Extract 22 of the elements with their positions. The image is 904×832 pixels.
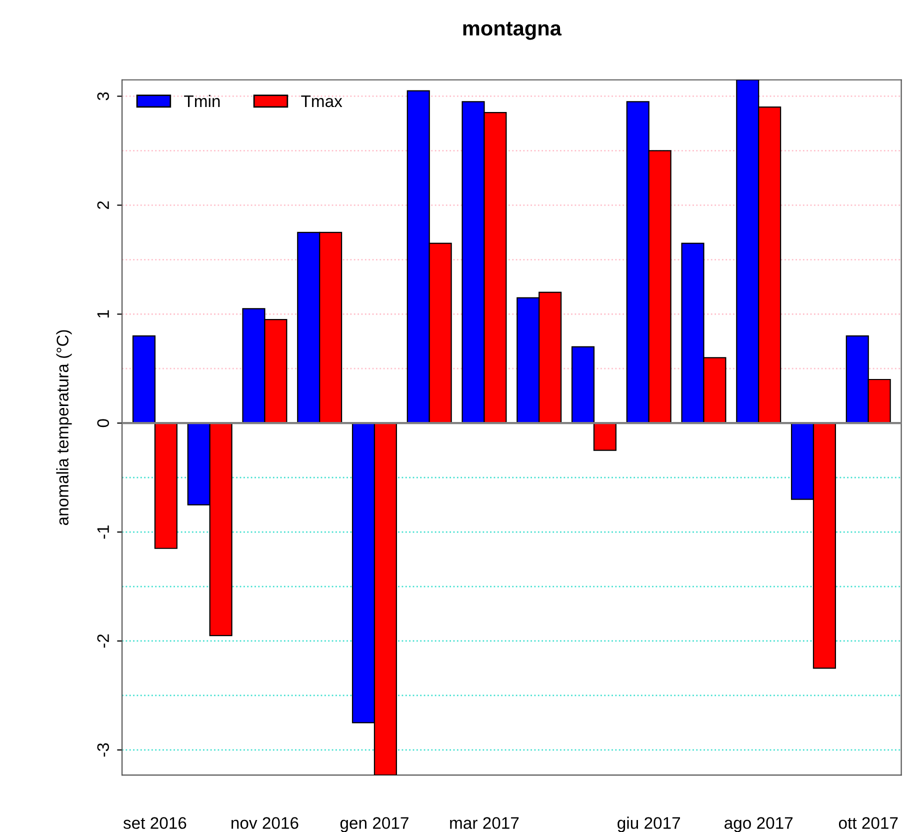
- x-tick-label: set 2016: [123, 817, 186, 829]
- bar: [154, 422, 178, 549]
- y-tick-label: -3: [97, 743, 110, 757]
- x-tick-label: nov 2016: [232, 817, 298, 829]
- y-axis-title: anomalia temperatura (°C): [56, 330, 72, 526]
- y-tick-label: 1: [97, 310, 109, 318]
- bar: [571, 346, 595, 424]
- x-tick-label: ott 2017: [838, 817, 898, 829]
- x-tick-label: gen 2017: [340, 817, 408, 832]
- legend-label: Tmin: [184, 94, 220, 107]
- legend-label: Tmax: [301, 95, 342, 108]
- y-tick-label: -1: [97, 525, 109, 539]
- chart-title: montagna: [463, 22, 562, 40]
- x-tick-label: giu 2017: [618, 816, 680, 832]
- y-tick-label: 3: [97, 92, 110, 100]
- y-tick-label: -2: [97, 634, 109, 648]
- y-tick-label: 0: [97, 419, 110, 428]
- bar: [132, 335, 156, 424]
- x-tick-label: mar 2017: [450, 817, 519, 829]
- y-tick-label: 2: [97, 201, 109, 209]
- x-tick-label: ago 2017: [724, 817, 793, 832]
- bar: [593, 422, 616, 451]
